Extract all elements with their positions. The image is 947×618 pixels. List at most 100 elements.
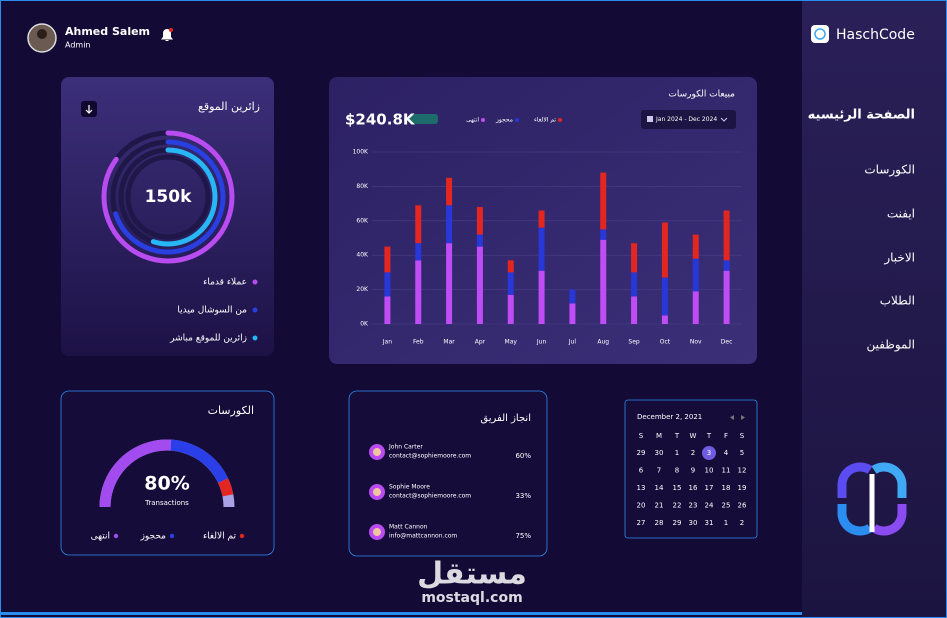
day[interactable]: 5 xyxy=(740,449,744,457)
weekday: S xyxy=(639,432,644,440)
date-range-caret xyxy=(720,117,728,122)
legend-label: تم الالغاء xyxy=(534,117,556,124)
day[interactable]: 14 xyxy=(655,484,664,492)
bar-segment xyxy=(692,234,699,259)
legend-dot xyxy=(558,118,562,122)
bar-segment xyxy=(661,277,668,316)
legend-label: تم الالغاء xyxy=(203,532,237,542)
x-tick-label: Aug xyxy=(597,339,609,346)
day[interactable]: 8 xyxy=(675,467,679,475)
nav-item[interactable]: ايفنت xyxy=(887,207,915,221)
day[interactable]: 19 xyxy=(738,484,747,492)
bar-segment xyxy=(600,172,607,230)
nav-item[interactable]: الكورسات xyxy=(864,163,915,178)
nav-item[interactable]: الموظفين xyxy=(866,338,915,353)
bar-segment xyxy=(384,272,391,297)
day[interactable]: 17 xyxy=(705,484,714,492)
legend-dot xyxy=(252,307,258,313)
x-tick-label: Nov xyxy=(690,339,702,346)
card-title: انجاز الفريق xyxy=(480,413,531,424)
day[interactable]: 3 xyxy=(707,449,711,457)
bar-segment xyxy=(538,270,545,324)
x-tick-label: Sep xyxy=(628,339,640,346)
gauge-value: 80% xyxy=(144,473,189,495)
y-tick-label: 80K xyxy=(356,183,369,190)
calendar-next[interactable] xyxy=(741,415,745,420)
nav-item[interactable]: الصفحة الرئيسيه xyxy=(808,108,915,123)
day[interactable]: 2 xyxy=(691,449,695,457)
watermark-logo: مستقل xyxy=(417,557,527,592)
day[interactable]: 10 xyxy=(705,467,714,475)
member-avatar-face xyxy=(373,528,381,536)
bar-segment xyxy=(661,222,668,278)
date-range-select[interactable] xyxy=(641,110,736,129)
brand-icon xyxy=(811,25,829,43)
bar-segment xyxy=(631,243,638,273)
day[interactable]: 6 xyxy=(639,467,644,475)
bar-segment xyxy=(723,260,730,271)
date-range[interactable]: Jan 2024 - Dec 2024 xyxy=(655,116,717,123)
ring-arc xyxy=(101,130,235,264)
bar-segment xyxy=(446,243,453,324)
day[interactable]: 11 xyxy=(722,467,731,475)
day[interactable]: 29 xyxy=(673,519,682,527)
bar-segment xyxy=(446,205,453,244)
nav-item[interactable]: الطلاب xyxy=(880,294,915,308)
x-tick-label: Oct xyxy=(660,339,671,346)
day[interactable]: 24 xyxy=(705,502,714,510)
bar-segment xyxy=(446,177,453,206)
bell-dot xyxy=(169,28,173,32)
calendar-prev[interactable] xyxy=(730,415,734,420)
legend-dot xyxy=(252,279,258,285)
legend-dot xyxy=(252,335,258,341)
y-tick-label: 60K xyxy=(356,217,369,224)
calendar-card xyxy=(624,399,758,539)
day[interactable]: 1 xyxy=(675,449,679,457)
day[interactable]: 23 xyxy=(689,502,698,510)
bar-segment xyxy=(631,272,638,297)
visitors-card xyxy=(61,77,274,356)
day[interactable]: 30 xyxy=(655,449,664,457)
day[interactable]: 31 xyxy=(705,519,714,527)
day[interactable]: 28 xyxy=(655,519,664,527)
day[interactable]: 15 xyxy=(673,484,682,492)
day[interactable]: 30 xyxy=(689,519,698,527)
day[interactable]: 12 xyxy=(738,467,747,475)
bar-segment xyxy=(692,291,699,324)
courses-card xyxy=(60,390,275,556)
day[interactable]: 18 xyxy=(722,484,731,492)
bar-segment xyxy=(415,243,422,261)
y-tick-label: 0K xyxy=(360,321,369,328)
day[interactable]: 9 xyxy=(691,467,695,475)
nav-item[interactable]: الاخبار xyxy=(883,251,915,266)
member-email: info@mattcannon.com xyxy=(389,533,457,540)
bell-icon[interactable] xyxy=(161,29,173,41)
day[interactable]: 4 xyxy=(724,449,729,457)
bar-segment xyxy=(384,296,391,324)
avatar-head xyxy=(37,29,47,39)
day[interactable]: 29 xyxy=(637,449,646,457)
day[interactable]: 16 xyxy=(689,484,698,492)
day[interactable]: 25 xyxy=(722,502,731,510)
bar-segment xyxy=(384,246,391,273)
ring-arc xyxy=(110,139,226,255)
day[interactable]: 21 xyxy=(655,502,664,510)
calendar-title: December 2, 2021 xyxy=(637,413,702,421)
ring-arc xyxy=(118,147,218,247)
day[interactable]: 1 xyxy=(724,519,728,527)
x-tick-label: Feb xyxy=(413,339,424,346)
day[interactable]: 13 xyxy=(637,484,646,492)
growth-badge xyxy=(410,114,438,124)
day[interactable]: 2 xyxy=(740,519,744,527)
day[interactable]: 22 xyxy=(673,502,682,510)
legend-label: من السوشال ميديا xyxy=(177,306,247,316)
download-icon xyxy=(85,105,93,114)
day[interactable]: 7 xyxy=(657,467,661,475)
ring-total: 150k xyxy=(145,187,192,207)
watermark-site: mostaql.com xyxy=(421,590,522,606)
day[interactable]: 26 xyxy=(738,502,747,510)
day[interactable]: 27 xyxy=(637,519,646,527)
day[interactable]: 20 xyxy=(637,502,646,510)
bar-segment xyxy=(538,227,545,271)
